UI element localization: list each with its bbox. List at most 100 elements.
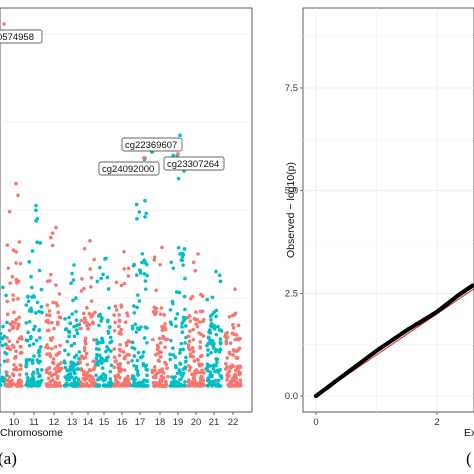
manhattan-point (237, 382, 241, 387)
manhattan-point (201, 334, 206, 338)
manhattan-point (82, 369, 86, 374)
manhattan-point (194, 322, 198, 326)
manhattan-point (71, 278, 76, 282)
manhattan-point (87, 311, 92, 316)
manhattan-point (211, 379, 215, 384)
manhattan-point (26, 295, 30, 299)
manhattan-point (198, 309, 203, 314)
manhattan-point (116, 381, 121, 385)
manhattan-point (47, 313, 52, 318)
manhattan-point (224, 336, 229, 341)
manhattan-point (54, 283, 58, 287)
manhattan-x-tick-label: 17 (135, 417, 146, 428)
manhattan-point (208, 370, 213, 374)
manhattan-point (142, 336, 147, 340)
manhattan-point (181, 263, 185, 267)
manhattan-point (35, 240, 39, 245)
manhattan-point (72, 371, 77, 376)
manhattan-point (74, 362, 78, 367)
manhattan-point (4, 352, 9, 356)
manhattan-point (136, 350, 141, 355)
manhattan-point (31, 342, 36, 346)
manhattan-point (14, 317, 19, 322)
manhattan-point (170, 299, 175, 304)
manhattan-point (13, 321, 18, 325)
manhattan-point (24, 303, 28, 307)
manhattan-point (52, 326, 56, 331)
manhattan-point (95, 352, 99, 357)
manhattan-point (211, 364, 215, 368)
manhattan-point (55, 364, 60, 368)
manhattan-point (180, 255, 185, 259)
qq-y-tick-label: 7.5 (285, 83, 298, 94)
manhattan-point (183, 380, 187, 384)
manhattan-point (57, 292, 62, 296)
manhattan-point (145, 326, 149, 330)
manhattan-point (132, 304, 136, 308)
manhattan-point (5, 370, 9, 375)
manhattan-point (5, 346, 10, 350)
manhattan-point (29, 384, 33, 388)
manhattan-point (202, 371, 206, 375)
manhattan-point (106, 287, 111, 291)
manhattan-point (130, 340, 135, 345)
manhattan-point (50, 373, 54, 378)
manhattan-point (233, 349, 238, 353)
manhattan-point (238, 371, 243, 376)
manhattan-point (132, 262, 137, 267)
manhattan-point (152, 312, 157, 316)
manhattan-point (169, 322, 174, 327)
manhattan-point (225, 378, 229, 382)
manhattan-point (106, 347, 111, 352)
manhattan-point (45, 384, 49, 388)
manhattan-point (210, 312, 214, 317)
manhattan-point (196, 252, 200, 256)
manhattan-point (143, 279, 148, 283)
manhattan-point (55, 303, 60, 308)
manhattan-point (71, 298, 75, 303)
manhattan-point (122, 368, 127, 372)
manhattan-point (4, 378, 8, 382)
manhattan-point (126, 360, 131, 365)
manhattan-point (97, 376, 101, 380)
manhattan-point (30, 285, 34, 290)
manhattan-point (219, 341, 223, 346)
manhattan-point (29, 274, 33, 279)
manhattan-point (108, 340, 112, 345)
manhattan-point (231, 353, 235, 357)
manhattan-point (72, 341, 77, 346)
manhattan-point (16, 193, 20, 198)
manhattan-point (236, 323, 241, 328)
manhattan-point (122, 267, 126, 271)
annotation-box (0, 29, 43, 44)
manhattan-point (63, 375, 68, 379)
manhattan-point (69, 343, 74, 348)
manhattan-point (135, 293, 140, 297)
manhattan-point (160, 367, 164, 371)
manhattan-point (53, 366, 57, 371)
manhattan-point (7, 375, 12, 379)
manhattan-point (113, 320, 118, 325)
manhattan-point (92, 366, 97, 370)
manhattan-point (85, 306, 89, 310)
manhattan-point (45, 303, 50, 308)
manhattan-x-tick-label: 13 (67, 417, 78, 428)
manhattan-point (130, 374, 135, 378)
manhattan-point (119, 303, 124, 307)
manhattan-point (28, 334, 33, 339)
manhattan-point (132, 311, 137, 315)
manhattan-point (206, 341, 211, 346)
manhattan-point (30, 249, 35, 253)
manhattan-point (135, 358, 140, 363)
manhattan-point (108, 377, 113, 381)
manhattan-point (44, 345, 48, 350)
manhattan-point (82, 286, 86, 291)
manhattan-point (175, 371, 180, 376)
manhattan-point (158, 312, 163, 317)
manhattan-point (5, 312, 10, 317)
manhattan-point (33, 311, 38, 315)
manhattan-point (0, 343, 5, 348)
manhattan-point (126, 266, 131, 271)
manhattan-point (53, 380, 58, 385)
